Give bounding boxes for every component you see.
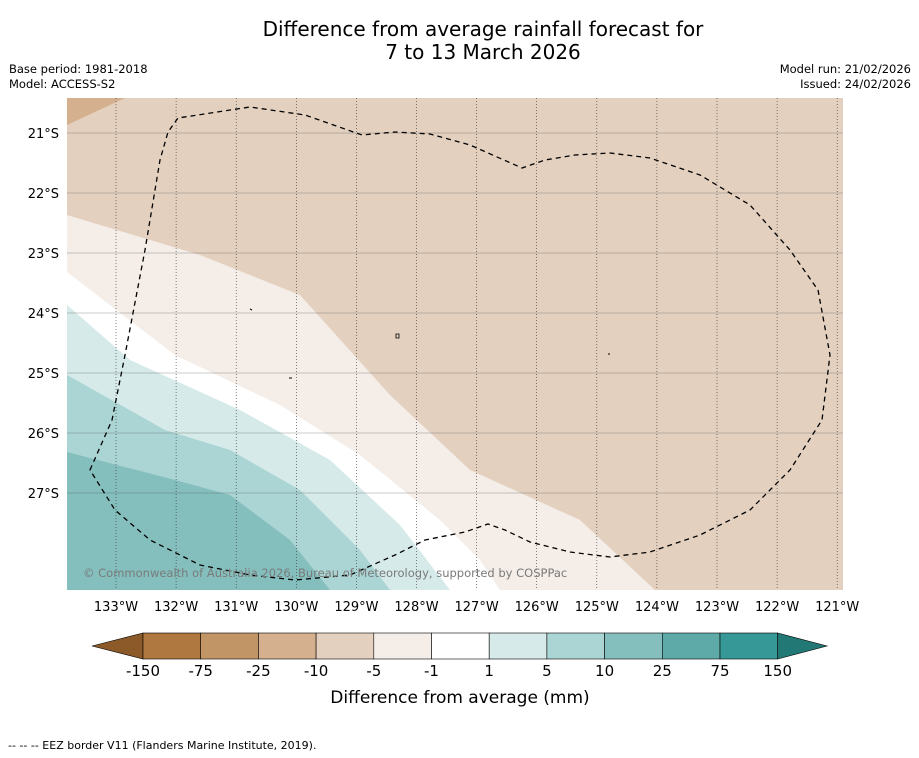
latitude-label: 22°S xyxy=(28,187,59,202)
colorbar-tick-label: -25 xyxy=(246,662,271,680)
longitude-label: 124°W xyxy=(635,600,679,615)
colorbar-box xyxy=(661,632,721,660)
longitude-label: 128°W xyxy=(394,600,438,615)
longitude-label: 125°W xyxy=(575,600,619,615)
colorbar-box xyxy=(488,632,548,660)
latitude-label: 21°S xyxy=(28,127,59,142)
longitude-label: 122°W xyxy=(755,600,799,615)
latitude-label: 27°S xyxy=(28,487,59,502)
copyright-text: © Commonwealth of Australia 2026, Bureau… xyxy=(83,566,567,580)
longitude-label: 131°W xyxy=(214,600,258,615)
latitude-label: 24°S xyxy=(28,307,59,322)
model-name: Model: ACCESS-S2 xyxy=(9,77,116,91)
base-period: Base period: 1981-2018 xyxy=(9,62,148,76)
colorbar-label: Difference from average (mm) xyxy=(330,688,589,708)
colorbar: -150 -75 -25 -10 -5 -1 1 5 10 25 75 150 Difference … xyxy=(91,632,829,708)
title-line-2: 7 to 13 March 2026 xyxy=(385,40,581,64)
map-panel: © Commonwealth of Australia 2026, Bureau… xyxy=(28,98,860,615)
colorbar-box xyxy=(200,632,259,660)
colorbar-box xyxy=(546,632,605,660)
issued-date: Issued: 24/02/2026 xyxy=(800,77,911,91)
colorbar-box xyxy=(431,632,490,660)
info-right: Model run: 21/02/2026 Issued: 24/02/2026 xyxy=(780,62,911,92)
colorbar-ticks: -150 -75 -25 -10 -5 -1 1 5 10 25 75 150 xyxy=(126,662,792,680)
island-marker-1 xyxy=(249,308,253,311)
colorbar-tick-label: 25 xyxy=(653,662,672,680)
colorbar-tick-label: -10 xyxy=(304,662,329,680)
latitude-label: 25°S xyxy=(28,367,59,382)
colorbar-tick-label: -5 xyxy=(366,662,381,680)
colorbar-tick-label: -150 xyxy=(126,662,160,680)
colorbar-extend-high xyxy=(777,632,829,660)
colorbar-tick-label: -75 xyxy=(188,662,213,680)
longitude-label: 127°W xyxy=(455,600,499,615)
latitude-label: 23°S xyxy=(28,247,59,262)
colorbar-extend-low xyxy=(91,632,144,660)
colorbar-tick-label: 5 xyxy=(542,662,552,680)
colorbar-box xyxy=(258,632,317,660)
longitude-label: 132°W xyxy=(154,600,198,615)
colorbar-box xyxy=(315,632,375,660)
longitude-label: 130°W xyxy=(274,600,318,615)
longitude-label: 129°W xyxy=(334,600,378,615)
eez-border xyxy=(89,106,831,581)
title-line-1: Difference from average rainfall forecas… xyxy=(262,17,704,41)
longitude-label: 123°W xyxy=(695,600,739,615)
colorbar-tick-label: 10 xyxy=(595,662,614,680)
colorbar-boxes xyxy=(91,632,829,660)
rainfall-field xyxy=(67,98,843,590)
colorbar-box xyxy=(719,632,779,660)
latitude-labels: 21°S 22°S 23°S 24°S 25°S 26°S 27°S xyxy=(28,127,59,502)
eez-footnote: -- -- -- EEZ border V11 (Flanders Marine… xyxy=(8,739,317,752)
colorbar-tick-label: 75 xyxy=(710,662,729,680)
colorbar-box xyxy=(373,632,432,660)
anomaly-band-plus-10 xyxy=(67,452,330,590)
latitude-label: 26°S xyxy=(28,427,59,442)
longitude-labels: 133°W 132°W 131°W 130°W 129°W 128°W 127°W 126°W… xyxy=(94,600,860,615)
colorbar-box xyxy=(142,632,202,660)
chart-title: Difference from average rainfall forecas… xyxy=(0,18,919,64)
colorbar-tick-label: 1 xyxy=(484,662,494,680)
info-left: Base period: 1981-2018 Model: ACCESS-S2 xyxy=(9,62,148,92)
graticule xyxy=(67,98,843,590)
longitude-label: 133°W xyxy=(94,600,138,615)
longitude-label: 126°W xyxy=(515,600,559,615)
model-run: Model run: 21/02/2026 xyxy=(779,62,911,76)
longitude-label: 121°W xyxy=(815,600,859,615)
island-marker-2 xyxy=(395,333,400,339)
colorbar-tick-label: 150 xyxy=(763,662,792,680)
colorbar-box xyxy=(604,632,663,660)
colorbar-tick-label: -1 xyxy=(424,662,439,680)
anomaly-band-minus-25 xyxy=(67,98,125,125)
